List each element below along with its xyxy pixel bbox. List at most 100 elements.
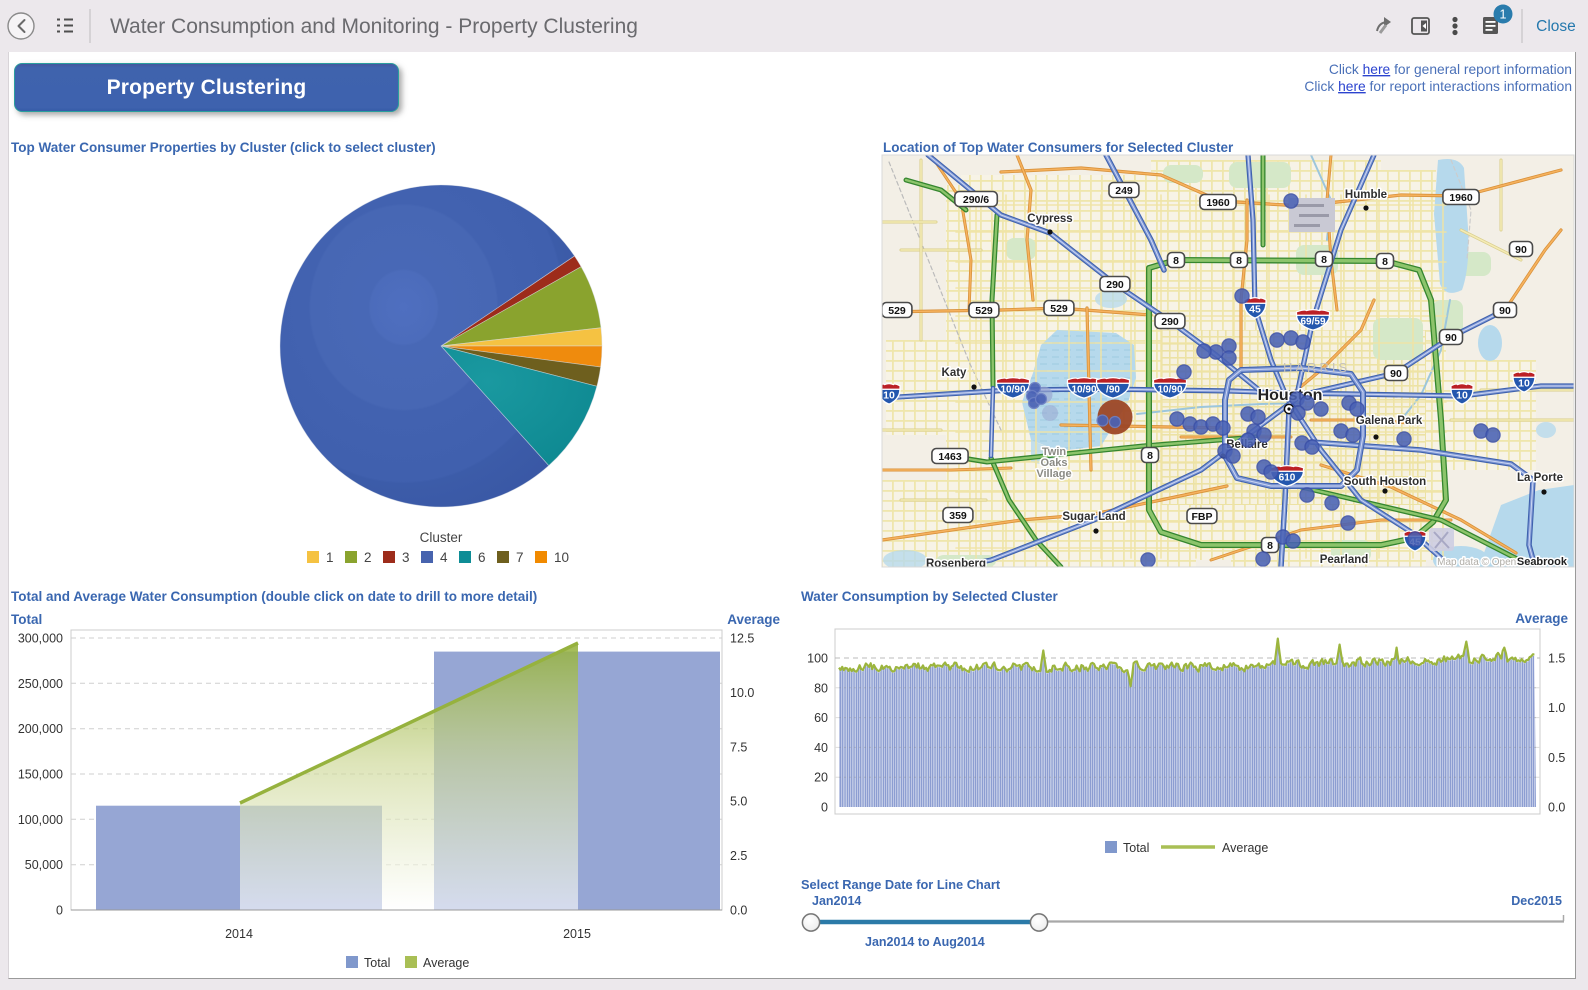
svg-text:Jan2014 to Aug2014: Jan2014 to Aug2014	[865, 935, 985, 949]
svg-text:Location of Top Water Consumer: Location of Top Water Consumers for Sele…	[883, 140, 1234, 155]
svg-text:6: 6	[478, 550, 486, 565]
svg-text:Katy: Katy	[942, 367, 968, 379]
svg-text:Oaks: Oaks	[1041, 457, 1068, 469]
svg-text:1.5: 1.5	[1548, 652, 1565, 666]
svg-text:8: 8	[1147, 450, 1153, 462]
svg-text:90: 90	[1445, 332, 1457, 344]
svg-text:610: 610	[1279, 472, 1296, 483]
svg-text:Village: Village	[1036, 468, 1071, 480]
svg-text:5.0: 5.0	[730, 795, 747, 809]
svg-text:8: 8	[1173, 255, 1179, 267]
svg-text:1.0: 1.0	[1548, 701, 1565, 715]
svg-text:0.0: 0.0	[730, 904, 747, 918]
svg-text:Cluster: Cluster	[420, 530, 463, 545]
svg-text:Map data © OpenStr: Map data © OpenStr	[1437, 557, 1530, 568]
svg-text:Pearland: Pearland	[1320, 554, 1369, 566]
svg-text:Click here for general report: Click here for general report informatio…	[1329, 62, 1572, 77]
svg-text:0.5: 0.5	[1548, 751, 1565, 765]
svg-text:529: 529	[975, 305, 993, 317]
svg-text:Close: Close	[1536, 18, 1576, 35]
svg-text:Total: Total	[11, 612, 42, 627]
svg-text:100,000: 100,000	[18, 813, 63, 827]
svg-text:80: 80	[814, 681, 828, 695]
svg-text:2014: 2014	[225, 927, 253, 941]
svg-text:7.5: 7.5	[730, 740, 747, 754]
svg-text:290: 290	[1161, 316, 1179, 328]
svg-text:529: 529	[888, 305, 906, 317]
svg-text:40: 40	[814, 741, 828, 755]
svg-text:10/90: 10/90	[1157, 384, 1182, 395]
svg-text:249: 249	[1115, 185, 1133, 197]
svg-text:8: 8	[1382, 256, 1388, 268]
svg-text:Total: Total	[1123, 841, 1149, 855]
svg-text:Average: Average	[727, 612, 780, 627]
svg-text:90: 90	[1499, 305, 1511, 317]
svg-text:Water Consumption by Selected: Water Consumption by Selected Cluster	[801, 589, 1059, 604]
svg-text:1463: 1463	[938, 451, 962, 463]
svg-text:FBP: FBP	[1192, 511, 1213, 523]
svg-text:HARRIS: HARRIS	[1283, 360, 1350, 375]
svg-text:100: 100	[807, 652, 828, 666]
svg-text:10: 10	[554, 550, 569, 565]
svg-text:90: 90	[1515, 244, 1527, 256]
svg-text:Jan2014: Jan2014	[812, 894, 861, 908]
svg-text:7: 7	[516, 550, 524, 565]
svg-text:300,000: 300,000	[18, 632, 63, 646]
svg-text:45: 45	[1249, 303, 1261, 315]
svg-text:50,000: 50,000	[25, 858, 63, 872]
svg-text:10: 10	[1456, 389, 1468, 401]
svg-text:8: 8	[1267, 540, 1273, 552]
svg-text:1960: 1960	[1449, 192, 1473, 204]
svg-text:1: 1	[326, 550, 334, 565]
svg-text:La Porte: La Porte	[1517, 472, 1563, 484]
svg-text:Cypress: Cypress	[1027, 213, 1072, 225]
svg-text:10: 10	[883, 389, 895, 401]
svg-text:69/59: 69/59	[1300, 316, 1325, 327]
svg-text:90: 90	[1390, 368, 1402, 380]
svg-text:/90: /90	[1106, 384, 1120, 395]
svg-text:0: 0	[821, 801, 828, 815]
svg-text:2.5: 2.5	[730, 849, 747, 863]
svg-text:1960: 1960	[1206, 197, 1230, 209]
svg-text:Galena Park: Galena Park	[1356, 415, 1423, 427]
svg-text:200,000: 200,000	[18, 722, 63, 736]
svg-text:8: 8	[1236, 255, 1242, 267]
svg-text:290: 290	[1106, 279, 1124, 291]
svg-text:0.0: 0.0	[1548, 801, 1565, 815]
svg-text:8: 8	[1321, 254, 1327, 266]
svg-text:Sugar Land: Sugar Land	[1062, 511, 1125, 523]
svg-text:Humble: Humble	[1345, 189, 1387, 201]
svg-text:10: 10	[1518, 377, 1530, 389]
svg-text:Twin: Twin	[1042, 446, 1067, 458]
svg-text:Total: Total	[364, 956, 390, 970]
svg-text:Select Range Date for Line Cha: Select Range Date for Line Chart	[801, 877, 1001, 892]
svg-text:1: 1	[1500, 8, 1507, 22]
svg-text:Average: Average	[423, 956, 469, 970]
svg-text:South Houston: South Houston	[1344, 476, 1426, 488]
svg-text:2015: 2015	[563, 927, 591, 941]
svg-text:Average: Average	[1515, 611, 1568, 626]
svg-text:529: 529	[1050, 303, 1068, 315]
svg-text:3: 3	[402, 550, 410, 565]
svg-text:150,000: 150,000	[18, 768, 63, 782]
svg-text:359: 359	[949, 510, 967, 522]
svg-text:Dec2015: Dec2015	[1511, 894, 1562, 908]
svg-text:10/90: 10/90	[1000, 384, 1025, 395]
svg-text:Total and Average Water Consum: Total and Average Water Consumption (dou…	[11, 589, 537, 604]
svg-text:10/90: 10/90	[1071, 384, 1096, 395]
svg-text:250,000: 250,000	[18, 677, 63, 691]
svg-text:Average: Average	[1222, 841, 1268, 855]
svg-text:Rosenberg: Rosenberg	[926, 558, 986, 570]
svg-text:290/6: 290/6	[963, 194, 989, 206]
svg-text:Water Consumption and Monitori: Water Consumption and Monitoring - Prope…	[110, 15, 638, 38]
svg-text:Top Water Consumer Properties: Top Water Consumer Properties by Cluster…	[11, 140, 436, 155]
svg-text:Click here for report interact: Click here for report interactions infor…	[1304, 79, 1572, 94]
svg-text:60: 60	[814, 711, 828, 725]
svg-text:2: 2	[364, 550, 372, 565]
svg-text:10.0: 10.0	[730, 686, 754, 700]
svg-text:Seabrook: Seabrook	[1517, 556, 1568, 568]
svg-text:12.5: 12.5	[730, 632, 754, 646]
svg-text:0: 0	[56, 904, 63, 918]
svg-text:20: 20	[814, 771, 828, 785]
svg-text:4: 4	[440, 550, 448, 565]
